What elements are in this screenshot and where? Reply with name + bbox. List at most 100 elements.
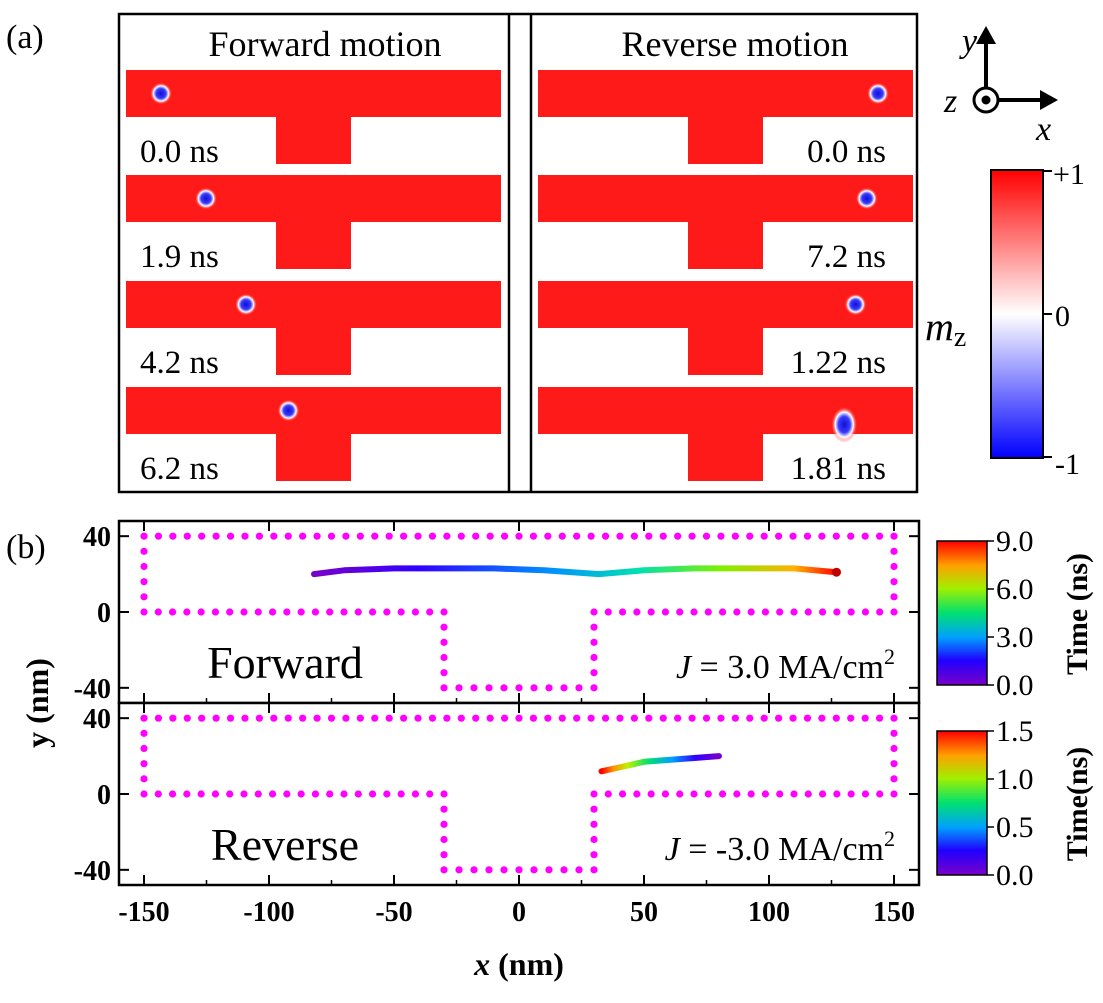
- boundary-dot: [284, 532, 292, 540]
- boundary-dot: [746, 532, 754, 540]
- svg-text:J = 3.0 MA/cm2: J = 3.0 MA/cm2: [676, 644, 895, 686]
- boundary-dot: [440, 851, 448, 859]
- boundary-dot: [717, 714, 725, 722]
- boundary-dot: [440, 608, 448, 616]
- boundary-dot: [601, 714, 610, 722]
- boundary-dot: [890, 578, 898, 586]
- boundary-dot: [255, 532, 263, 540]
- reverse-current-sup: 2: [884, 826, 895, 851]
- mz-min-label: -1: [1055, 448, 1080, 481]
- boundary-dot: [530, 684, 538, 692]
- colorbar-tick-label: 1.0: [996, 763, 1034, 796]
- boundary-dot: [356, 532, 364, 540]
- boundary-dot: [733, 790, 741, 798]
- boundary-dot: [590, 790, 598, 798]
- forward-time-colorbar-label: Time (ns): [1061, 553, 1094, 675]
- boundary-dot: [702, 714, 711, 722]
- boundary-dot: [400, 532, 408, 540]
- boundary-dot: [601, 532, 610, 540]
- mz-label-main: m: [925, 304, 954, 349]
- boundary-dot: [590, 805, 598, 813]
- boundary-dot: [428, 532, 437, 540]
- boundary-dot: [861, 714, 869, 722]
- boundary-dot: [500, 532, 509, 540]
- y-tick-label: 0: [97, 598, 111, 629]
- boundary-dot: [890, 547, 898, 555]
- boundary-dot: [575, 866, 583, 874]
- boundary-dot: [718, 790, 727, 798]
- reverse-time-label-1: 7.2 ns: [807, 239, 886, 275]
- boundary-dot: [847, 532, 855, 540]
- boundary-dot: [587, 714, 595, 722]
- boundary-dot: [356, 714, 364, 722]
- boundary-dot: [299, 532, 307, 540]
- boundary-dot: [440, 669, 448, 677]
- boundary-dot: [590, 820, 598, 828]
- reverse-trajectory-plot: 40 0 -40 Reverse J = -3.0 MA/cm2: [74, 701, 921, 887]
- boundary-dot: [590, 638, 598, 646]
- forward-trajectory-end-point: [832, 567, 841, 577]
- forward-nanotrack-2: [126, 281, 501, 375]
- boundary-dot: [472, 532, 480, 540]
- boundary-dot: [440, 835, 448, 844]
- boundary-dot: [690, 608, 698, 616]
- boundary-dot: [472, 714, 480, 722]
- boundary-dot: [818, 532, 826, 540]
- boundary-dot: [590, 669, 598, 677]
- reverse-time-label-2: 1.22 ns: [791, 345, 886, 381]
- x-tick-labels: -150 -100 -50 0 50 100 150: [118, 897, 915, 928]
- boundary-dot: [241, 714, 249, 722]
- reverse-nanotrack-2: [538, 281, 913, 375]
- boundary-dot: [140, 608, 148, 616]
- boundary-dot: [240, 608, 248, 616]
- boundary-dot: [183, 532, 191, 540]
- boundary-dot: [890, 593, 898, 601]
- boundary-dot: [197, 608, 205, 616]
- boundary-dot: [455, 866, 463, 874]
- y-tick-label: 40: [83, 522, 111, 553]
- boundary-dot: [414, 714, 422, 722]
- reverse-frame-0: 0.0 ns: [538, 70, 913, 170]
- boundary-dot: [618, 790, 627, 798]
- boundary-dot: [426, 790, 434, 798]
- boundary-dot: [633, 790, 641, 798]
- boundary-dot: [313, 532, 321, 540]
- x-tick-label: -150: [118, 897, 169, 928]
- reverse-mode-label: Reverse: [211, 819, 359, 870]
- boundary-dot: [211, 608, 220, 616]
- boundary-dot: [383, 608, 391, 616]
- boundary-dot: [530, 866, 538, 874]
- boundary-dot: [590, 623, 598, 631]
- boundary-dot: [169, 532, 177, 540]
- boundary-dot: [847, 790, 855, 798]
- boundary-dot: [590, 835, 598, 844]
- boundary-dot: [832, 532, 840, 540]
- boundary-dot: [140, 775, 148, 783]
- x-tick-label: 100: [748, 897, 790, 928]
- forward-time-label-1: 1.9 ns: [140, 239, 219, 275]
- forward-nanotrack-1: [126, 175, 501, 269]
- y-axis-label: y (nm): [19, 658, 55, 748]
- forward-time-label-2: 4.2 ns: [140, 345, 219, 381]
- boundary-dot: [847, 714, 855, 722]
- boundary-dot: [676, 790, 684, 798]
- boundary-dot: [284, 714, 292, 722]
- boundary-dot: [211, 790, 220, 798]
- boundary-dot: [340, 790, 348, 798]
- forward-current-sup: 2: [884, 644, 895, 669]
- boundary-dot: [254, 608, 262, 616]
- boundary-dot: [659, 532, 667, 540]
- boundary-dot: [890, 714, 898, 722]
- boundary-dot: [428, 714, 437, 722]
- boundary-dot: [515, 714, 523, 722]
- reverse-frame-3: 1.81 ns: [538, 387, 913, 487]
- boundary-dot: [733, 608, 741, 616]
- boundary-dot: [169, 714, 177, 722]
- boundary-dot: [545, 684, 553, 692]
- forward-frame-2: 4.2 ns: [126, 281, 501, 381]
- boundary-dot: [455, 684, 463, 692]
- boundary-dot: [270, 532, 278, 540]
- boundary-dot: [297, 790, 305, 798]
- boundary-dot: [731, 714, 739, 722]
- boundary-dot: [440, 638, 448, 646]
